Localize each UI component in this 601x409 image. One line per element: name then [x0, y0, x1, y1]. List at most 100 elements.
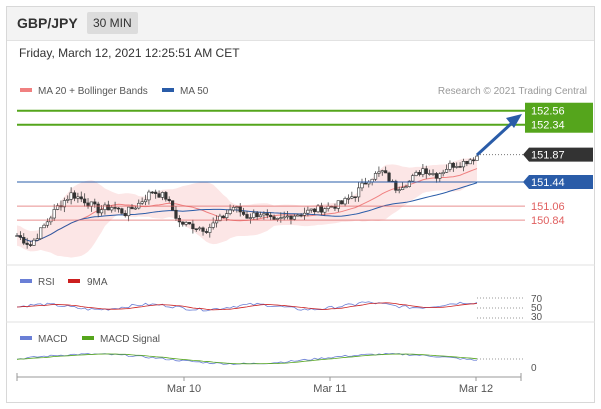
x-tick-label-mar11: Mar 11	[313, 383, 346, 395]
ma20-legend-label: MA 20 + Bollinger Bands	[38, 86, 148, 97]
candle-body	[69, 192, 73, 200]
macd-signal-line	[16, 353, 478, 365]
nine-ma-legend-label: 9MA	[87, 277, 108, 288]
level-label-box-current	[523, 147, 593, 162]
macd-legend-label: MACD	[38, 334, 67, 345]
level-label-box-pivot	[523, 175, 593, 189]
candle-body	[340, 200, 344, 205]
candle-body	[258, 214, 263, 218]
candle-body	[428, 173, 432, 175]
candle-body	[438, 173, 442, 179]
candle-body	[465, 161, 469, 165]
candle-body	[25, 242, 29, 245]
candle-body	[279, 217, 283, 219]
candle-body	[373, 173, 378, 180]
candle-body	[370, 178, 374, 183]
candle-body	[204, 231, 209, 233]
target-label-box	[525, 102, 593, 133]
candle-body	[414, 172, 418, 176]
candle-body	[269, 214, 273, 218]
candle-body	[472, 159, 476, 162]
x-tick-label-mar10: Mar 10	[167, 383, 201, 395]
candle-body	[208, 227, 212, 233]
candle-body	[72, 192, 77, 199]
candle-body	[346, 197, 351, 200]
rsi-panel	[16, 297, 523, 319]
candle-body	[411, 175, 415, 182]
candle-body	[255, 212, 259, 218]
candle-body	[302, 212, 307, 216]
candle-body	[394, 180, 398, 191]
candle-body	[350, 196, 354, 199]
candle-body	[400, 187, 405, 190]
candle-body	[103, 204, 107, 210]
candle-body	[66, 198, 70, 201]
candle-body	[198, 227, 202, 230]
interval-badge[interactable]: 30 MIN	[87, 12, 138, 34]
candle-body	[285, 215, 290, 218]
candle-body	[116, 207, 121, 210]
candle-body	[62, 200, 66, 208]
level-label-current: 151.87	[531, 150, 565, 162]
rsi-9ma-line	[16, 302, 478, 311]
candle-body	[221, 215, 225, 219]
copyright-text: Research © 2021 Trading Central	[438, 86, 587, 97]
candle-body	[191, 223, 195, 229]
rsi-line	[16, 301, 478, 312]
bollinger-band-area	[17, 156, 477, 258]
candle-body	[39, 227, 43, 239]
candle-body	[93, 201, 97, 205]
candle-body	[441, 171, 445, 175]
candle-body	[194, 228, 198, 230]
candle-body	[110, 207, 114, 211]
candle-body	[238, 206, 242, 213]
level-label-support-2: 150.84	[531, 215, 565, 227]
candle-body	[357, 187, 361, 198]
candle-body	[468, 159, 472, 165]
macd-tick-0: 0	[531, 363, 537, 374]
rsi-legend-swatch	[20, 279, 32, 283]
candle-body	[417, 172, 422, 175]
candle-body	[265, 213, 269, 216]
candle-body	[123, 212, 127, 217]
macd-signal-legend-swatch	[82, 336, 94, 340]
candle-body	[120, 208, 124, 214]
candle-body	[32, 239, 36, 246]
candle-body	[167, 198, 171, 202]
candle-body	[309, 208, 313, 211]
candle-body	[377, 171, 381, 174]
candle-body	[421, 168, 425, 175]
candle-body	[201, 227, 205, 232]
candle-body	[431, 173, 435, 175]
ma50-legend-swatch	[162, 88, 174, 92]
candle-body	[458, 166, 462, 168]
candle-body	[380, 170, 384, 173]
candle-body	[130, 206, 134, 210]
candle-body	[225, 213, 229, 219]
candle-body	[157, 193, 161, 198]
candle-body	[245, 214, 249, 219]
candle-body	[404, 186, 408, 189]
macd-legend-swatch	[20, 336, 32, 340]
candle-body	[160, 192, 165, 198]
level-label-pivot: 151.44	[531, 177, 565, 189]
candle-body	[45, 221, 50, 226]
candle-body	[387, 172, 391, 183]
candle-body	[333, 206, 337, 209]
candle-body	[42, 224, 46, 229]
candle-body	[170, 200, 175, 211]
candle-body	[35, 238, 39, 241]
rsi-tick-70: 70	[531, 294, 543, 305]
price-levels: 152.56 152.34 151.87 151.44 151.06 150.84	[17, 102, 593, 227]
candle-body	[313, 208, 317, 213]
candle-body	[275, 218, 280, 220]
candle-body	[99, 209, 104, 214]
main-price-panel	[15, 154, 479, 258]
candle-body	[448, 162, 452, 170]
candle-body	[106, 204, 110, 211]
candle-body	[143, 199, 148, 203]
candle-body	[218, 215, 222, 222]
candle-body	[83, 198, 87, 204]
candle-body	[360, 182, 364, 189]
